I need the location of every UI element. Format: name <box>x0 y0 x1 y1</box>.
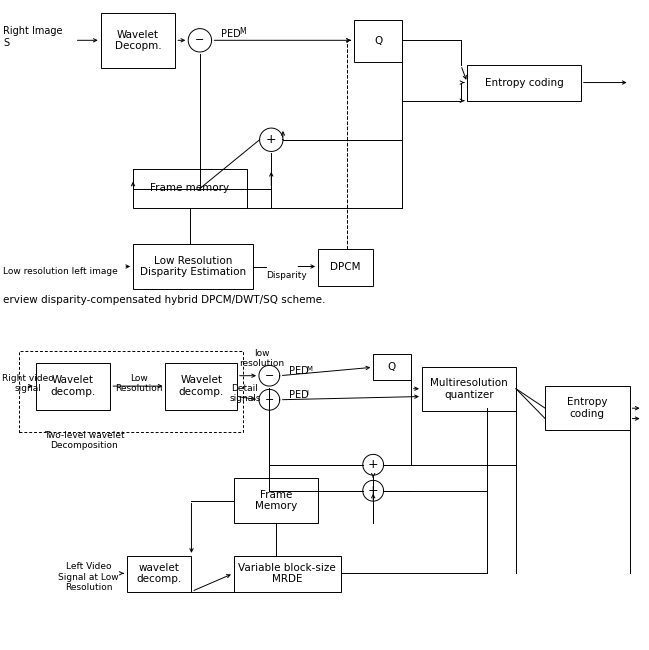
Bar <box>373 354 411 380</box>
Text: Entropy
coding: Entropy coding <box>567 397 607 419</box>
Text: Right video
signal: Right video signal <box>2 374 54 393</box>
Text: Frame memory: Frame memory <box>151 183 229 194</box>
Text: wavelet
decomp.: wavelet decomp. <box>136 563 182 584</box>
Text: S: S <box>3 38 9 48</box>
Text: PED: PED <box>289 390 308 400</box>
Text: Left Video
Signal at Low
Resolution: Left Video Signal at Low Resolution <box>58 562 119 592</box>
Text: +: + <box>266 133 276 146</box>
Text: +: + <box>368 458 378 471</box>
Text: Entropy coding: Entropy coding <box>485 78 563 88</box>
Text: Detail
signals: Detail signals <box>229 384 261 403</box>
Text: M: M <box>306 367 312 372</box>
Text: Multiresolution
quantizer: Multiresolution quantizer <box>430 378 508 400</box>
Bar <box>318 249 373 286</box>
Text: −: − <box>265 395 274 405</box>
Text: Two-level wavelet
Decomposition: Two-level wavelet Decomposition <box>44 431 125 450</box>
Text: Low
Resolution: Low Resolution <box>116 374 163 393</box>
Text: Low Resolution
Disparity Estimation: Low Resolution Disparity Estimation <box>140 255 246 278</box>
Bar <box>545 386 630 430</box>
Text: Low resolution left image: Low resolution left image <box>3 266 118 276</box>
Bar <box>133 244 253 289</box>
Text: Variable block-size
MRDE: Variable block-size MRDE <box>238 563 336 584</box>
Bar <box>127 556 191 592</box>
Bar <box>19 351 243 432</box>
Text: −: − <box>265 370 274 381</box>
Bar <box>101 13 175 68</box>
Bar <box>422 367 516 411</box>
Text: I: I <box>306 390 308 396</box>
Bar <box>165 363 237 410</box>
Bar <box>354 20 402 62</box>
Bar <box>36 363 110 410</box>
Bar <box>467 65 581 101</box>
Bar <box>234 556 341 592</box>
Text: Right Image: Right Image <box>3 26 63 36</box>
Text: PED: PED <box>289 365 308 376</box>
Text: −: − <box>195 35 204 46</box>
Bar <box>234 478 318 523</box>
Text: erview disparity-compensated hybrid DPCM/DWT/SQ scheme.: erview disparity-compensated hybrid DPCM… <box>3 295 326 306</box>
Text: Wavelet
decomp.: Wavelet decomp. <box>51 375 95 397</box>
Text: DPCM: DPCM <box>330 263 361 272</box>
Text: M: M <box>239 27 245 36</box>
Text: +: + <box>368 484 378 497</box>
Text: low
resolution: low resolution <box>239 349 284 369</box>
Text: Q: Q <box>374 36 382 46</box>
Text: Disparity: Disparity <box>266 271 307 280</box>
Text: Q: Q <box>388 362 396 372</box>
Bar <box>133 169 247 208</box>
Text: Wavelet
decomp.: Wavelet decomp. <box>178 375 224 397</box>
Text: Frame
Memory: Frame Memory <box>254 489 297 512</box>
Text: PED: PED <box>221 29 240 39</box>
Text: Wavelet
Decopm.: Wavelet Decopm. <box>115 30 161 51</box>
